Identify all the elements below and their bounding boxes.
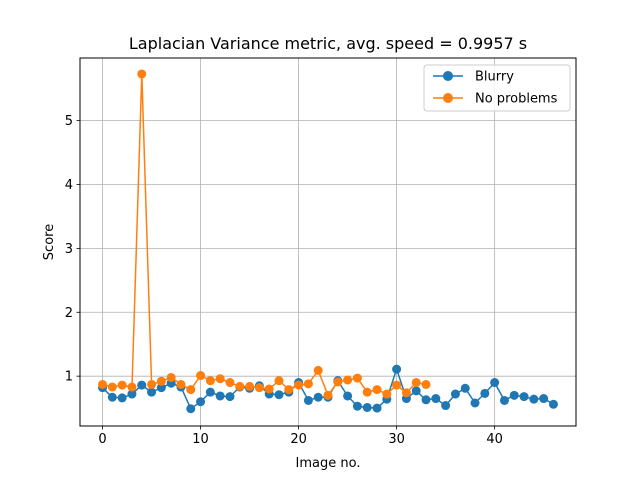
data-point-no-problems	[284, 385, 294, 395]
series-line-no-problems	[102, 73, 427, 397]
data-point-blurry	[392, 364, 402, 374]
y-axis-label: Score	[42, 224, 57, 260]
data-point-blurry	[509, 390, 519, 400]
y-tick-label: 2	[65, 306, 73, 321]
data-point-blurry	[460, 383, 470, 393]
chart-title: Laplacian Variance metric, avg. speed = …	[129, 34, 527, 53]
data-point-blurry	[107, 392, 117, 402]
data-point-blurry	[499, 395, 509, 405]
data-point-blurry	[529, 394, 539, 404]
data-point-no-problems	[98, 379, 108, 389]
data-point-blurry	[470, 398, 480, 408]
legend-marker-no-problems	[443, 93, 453, 103]
data-point-blurry	[196, 397, 206, 407]
legend-label-no-problems: No problems	[475, 92, 558, 107]
legend-label-blurry: Blurry	[475, 70, 514, 85]
data-point-no-problems	[176, 379, 186, 389]
data-point-no-problems	[235, 381, 245, 391]
data-point-blurry	[147, 387, 157, 397]
data-point-no-problems	[215, 374, 225, 384]
y-tick-label: 5	[65, 114, 73, 129]
legend-marker-blurry	[443, 71, 453, 81]
data-point-no-problems	[313, 365, 323, 375]
data-point-blurry	[441, 401, 451, 411]
data-point-no-problems	[294, 380, 304, 390]
data-point-no-problems	[343, 375, 353, 385]
data-point-blurry	[362, 402, 372, 412]
data-point-no-problems	[107, 382, 117, 392]
data-point-no-problems	[196, 371, 206, 381]
data-point-no-problems	[147, 379, 157, 389]
data-point-no-problems	[254, 383, 264, 393]
data-point-no-problems	[186, 385, 196, 395]
data-point-blurry	[156, 383, 166, 393]
data-point-blurry	[127, 389, 137, 399]
data-point-no-problems	[245, 381, 255, 391]
data-point-blurry	[117, 393, 127, 403]
y-tick-label: 1	[65, 370, 73, 385]
data-point-no-problems	[156, 376, 166, 386]
x-tick-label: 0	[98, 432, 106, 447]
data-point-blurry	[539, 394, 549, 404]
data-point-no-problems	[382, 389, 392, 399]
data-point-blurry	[205, 387, 215, 397]
x-tick-label: 30	[388, 432, 405, 447]
data-point-no-problems	[274, 376, 284, 386]
x-tick-label: 20	[290, 432, 307, 447]
data-point-no-problems	[333, 377, 343, 387]
data-point-blurry	[421, 395, 431, 405]
data-point-no-problems	[411, 378, 421, 388]
data-point-no-problems	[205, 376, 215, 386]
plot-frame	[79, 57, 577, 427]
x-tick-label: 10	[192, 432, 209, 447]
data-point-blurry	[548, 399, 558, 409]
data-point-no-problems	[392, 380, 402, 390]
data-point-blurry	[303, 395, 313, 405]
y-tick-label: 4	[65, 178, 73, 193]
x-axis-label: Image no.	[296, 456, 361, 471]
data-point-blurry	[490, 378, 500, 388]
grid-lines	[80, 58, 576, 426]
data-point-no-problems	[117, 380, 127, 390]
data-point-blurry	[352, 401, 362, 411]
data-point-blurry	[313, 392, 323, 402]
data-point-blurry	[480, 388, 490, 398]
data-point-no-problems	[372, 385, 382, 395]
data-point-no-problems	[127, 382, 137, 392]
data-point-no-problems	[401, 388, 411, 398]
data-point-no-problems	[264, 384, 274, 394]
legend: Blurry No problems	[423, 64, 571, 112]
data-point-blurry	[225, 392, 235, 402]
data-point-blurry	[215, 391, 225, 401]
y-tick-label: 3	[65, 242, 73, 257]
data-point-no-problems	[225, 378, 235, 388]
data-point-blurry	[431, 394, 441, 404]
data-point-blurry	[450, 389, 460, 399]
data-point-no-problems	[323, 390, 333, 400]
data-point-no-problems	[362, 387, 372, 397]
x-tick-label: 40	[486, 432, 503, 447]
data-point-blurry	[186, 404, 196, 414]
data-point-blurry	[274, 390, 284, 400]
axis-ticks: 0 10 20 30 40 1 2 3 4 5	[65, 114, 503, 447]
data-point-blurry	[137, 380, 147, 390]
data-point-blurry	[519, 392, 529, 402]
series-layer	[98, 69, 558, 414]
data-point-blurry	[372, 403, 382, 413]
data-point-no-problems	[166, 372, 176, 382]
data-point-no-problems	[352, 373, 362, 383]
data-point-no-problems	[421, 379, 431, 389]
data-point-blurry	[343, 391, 353, 401]
data-point-no-problems	[137, 69, 147, 79]
data-point-no-problems	[303, 379, 313, 389]
data-point-blurry	[411, 386, 421, 396]
